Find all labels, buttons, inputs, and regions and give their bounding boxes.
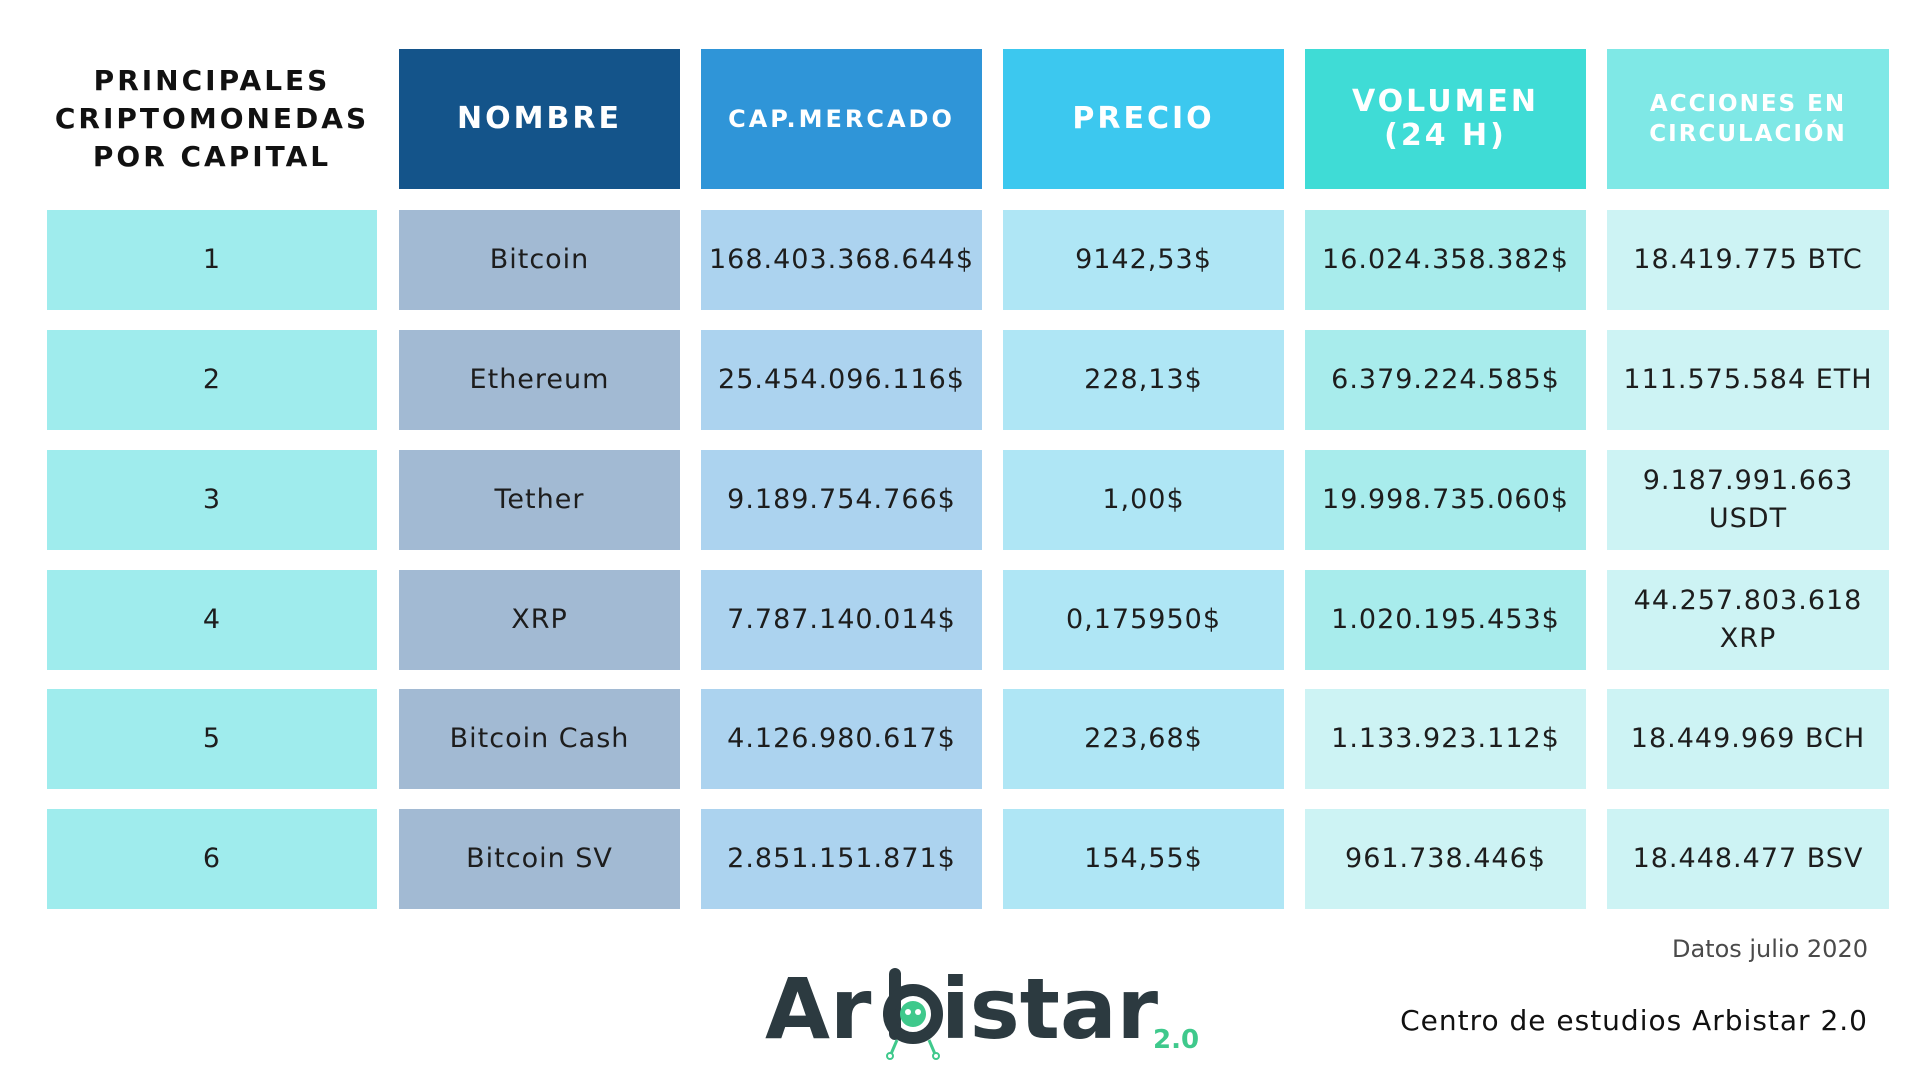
volumen-value: 16.024.358.382$ — [1322, 244, 1569, 275]
row-6-acciones: 18.448.477 BSV — [1607, 809, 1889, 909]
header-cap-mercado: CAP.MERCADO — [701, 49, 982, 189]
volumen-value: 19.998.735.060$ — [1322, 484, 1569, 515]
precio-value: 9142,53$ — [1075, 244, 1212, 275]
row-2-precio: 228,13$ — [1003, 330, 1284, 430]
header-acciones-label-2: CIRCULACIÓN — [1649, 121, 1847, 147]
logo-version-suffix: 2.0 — [1153, 1025, 1199, 1055]
row-6-precio: 154,55$ — [1003, 809, 1284, 909]
table-title: PRINCIPALES CRIPTOMONEDAS POR CAPITAL — [47, 49, 377, 189]
acciones-value-line-1: 44.257.803.618 — [1633, 585, 1863, 616]
row-5-nombre: Bitcoin Cash — [399, 689, 680, 789]
row-6-rank: 6 — [47, 809, 377, 909]
precio-value: 223,68$ — [1084, 723, 1203, 754]
row-2-rank: 2 — [47, 330, 377, 430]
acciones-value: 18.449.969 BCH — [1630, 723, 1866, 754]
row-4-acciones: 44.257.803.618 XRP — [1607, 570, 1889, 670]
header-volumen-label-1: VOLUMEN — [1351, 84, 1540, 119]
table-title-line-1: PRINCIPALES — [93, 64, 331, 97]
nombre-value: Bitcoin SV — [466, 843, 613, 874]
arbistar-logo: Ar istar 2.0 — [765, 960, 1205, 1060]
row-2-nombre: Ethereum — [399, 330, 680, 430]
row-4-cap: 7.787.140.014$ — [701, 570, 982, 670]
rank-value: 2 — [202, 364, 222, 395]
acciones-value: 18.448.477 BSV — [1632, 843, 1864, 874]
cap-value: 168.403.368.644$ — [708, 244, 975, 275]
row-5-precio: 223,68$ — [1003, 689, 1284, 789]
cap-value: 7.787.140.014$ — [727, 604, 956, 635]
acciones-value-line-2: XRP — [1719, 623, 1777, 654]
row-1-acciones: 18.419.775 BTC — [1607, 210, 1889, 310]
row-3-volumen: 19.998.735.060$ — [1305, 450, 1586, 550]
precio-value: 154,55$ — [1084, 843, 1203, 874]
nombre-value: Bitcoin Cash — [449, 723, 630, 754]
rank-value: 4 — [202, 604, 222, 635]
header-precio: PRECIO — [1003, 49, 1284, 189]
row-3-rank: 3 — [47, 450, 377, 550]
acciones-value-line-1: 9.187.991.663 — [1642, 465, 1854, 496]
data-date-note: Datos julio 2020 — [1671, 935, 1868, 963]
header-nombre: NOMBRE — [399, 49, 680, 189]
volumen-value: 1.020.195.453$ — [1331, 604, 1560, 635]
nombre-value: Bitcoin — [489, 244, 590, 275]
table-title-line-2: CRIPTOMONEDAS — [54, 102, 370, 135]
volumen-value: 961.738.446$ — [1345, 843, 1546, 874]
acciones-value-line-2: USDT — [1708, 503, 1788, 534]
row-3-acciones: 9.187.991.663 USDT — [1607, 450, 1889, 550]
row-5-volumen: 1.133.923.112$ — [1305, 689, 1586, 789]
volumen-value: 1.133.923.112$ — [1331, 723, 1560, 754]
rank-value: 3 — [202, 484, 222, 515]
arbistar-logo-graphic: Ar istar 2.0 — [765, 960, 1199, 1060]
row-6-cap: 2.851.151.871$ — [701, 809, 982, 909]
row-5-rank: 5 — [47, 689, 377, 789]
nombre-value: Tether — [494, 484, 585, 515]
precio-value: 228,13$ — [1084, 364, 1203, 395]
row-1-nombre: Bitcoin — [399, 210, 680, 310]
row-3-precio: 1,00$ — [1003, 450, 1284, 550]
cap-value: 4.126.980.617$ — [727, 723, 956, 754]
logo-text-part1: Ar — [765, 960, 872, 1058]
row-4-nombre: XRP — [399, 570, 680, 670]
row-1-rank: 1 — [47, 210, 377, 310]
header-cap-mercado-label: CAP.MERCADO — [728, 105, 955, 133]
nombre-value: Ethereum — [469, 364, 610, 395]
row-4-precio: 0,175950$ — [1003, 570, 1284, 670]
row-1-cap: 168.403.368.644$ — [701, 210, 982, 310]
row-1-precio: 9142,53$ — [1003, 210, 1284, 310]
row-2-acciones: 111.575.584 ETH — [1607, 330, 1889, 430]
header-volumen: VOLUMEN (24 H) — [1305, 49, 1586, 189]
study-center-credit: Centro de estudios Arbistar 2.0 — [1400, 1004, 1868, 1037]
header-acciones: ACCIONES EN CIRCULACIÓN — [1607, 49, 1889, 189]
header-precio-label: PRECIO — [1072, 101, 1215, 136]
row-6-nombre: Bitcoin SV — [399, 809, 680, 909]
row-5-cap: 4.126.980.617$ — [701, 689, 982, 789]
cap-value: 2.851.151.871$ — [727, 843, 956, 874]
rank-value: 6 — [202, 843, 222, 874]
header-nombre-label: NOMBRE — [457, 101, 622, 136]
cap-value: 9.189.754.766$ — [727, 484, 956, 515]
row-2-volumen: 6.379.224.585$ — [1305, 330, 1586, 430]
acciones-value: 18.419.775 BTC — [1633, 244, 1863, 275]
volumen-value: 6.379.224.585$ — [1331, 364, 1560, 395]
precio-value: 1,00$ — [1102, 484, 1185, 515]
row-1-volumen: 16.024.358.382$ — [1305, 210, 1586, 310]
acciones-value: 111.575.584 ETH — [1623, 364, 1873, 395]
row-3-nombre: Tether — [399, 450, 680, 550]
precio-value: 0,175950$ — [1065, 604, 1221, 635]
rank-value: 1 — [202, 244, 222, 275]
row-5-acciones: 18.449.969 BCH — [1607, 689, 1889, 789]
header-volumen-label-2: (24 H) — [1384, 118, 1507, 153]
row-6-volumen: 961.738.446$ — [1305, 809, 1586, 909]
row-3-cap: 9.189.754.766$ — [701, 450, 982, 550]
table-title-line-3: POR CAPITAL — [92, 140, 332, 173]
row-2-cap: 25.454.096.116$ — [701, 330, 982, 430]
logo-text-part2: istar — [941, 960, 1159, 1058]
cap-value: 25.454.096.116$ — [718, 364, 965, 395]
nombre-value: XRP — [511, 604, 568, 635]
row-4-volumen: 1.020.195.453$ — [1305, 570, 1586, 670]
logo-robot-icon — [883, 968, 943, 1060]
header-acciones-label-1: ACCIONES EN — [1649, 91, 1847, 117]
row-4-rank: 4 — [47, 570, 377, 670]
rank-value: 5 — [202, 723, 222, 754]
